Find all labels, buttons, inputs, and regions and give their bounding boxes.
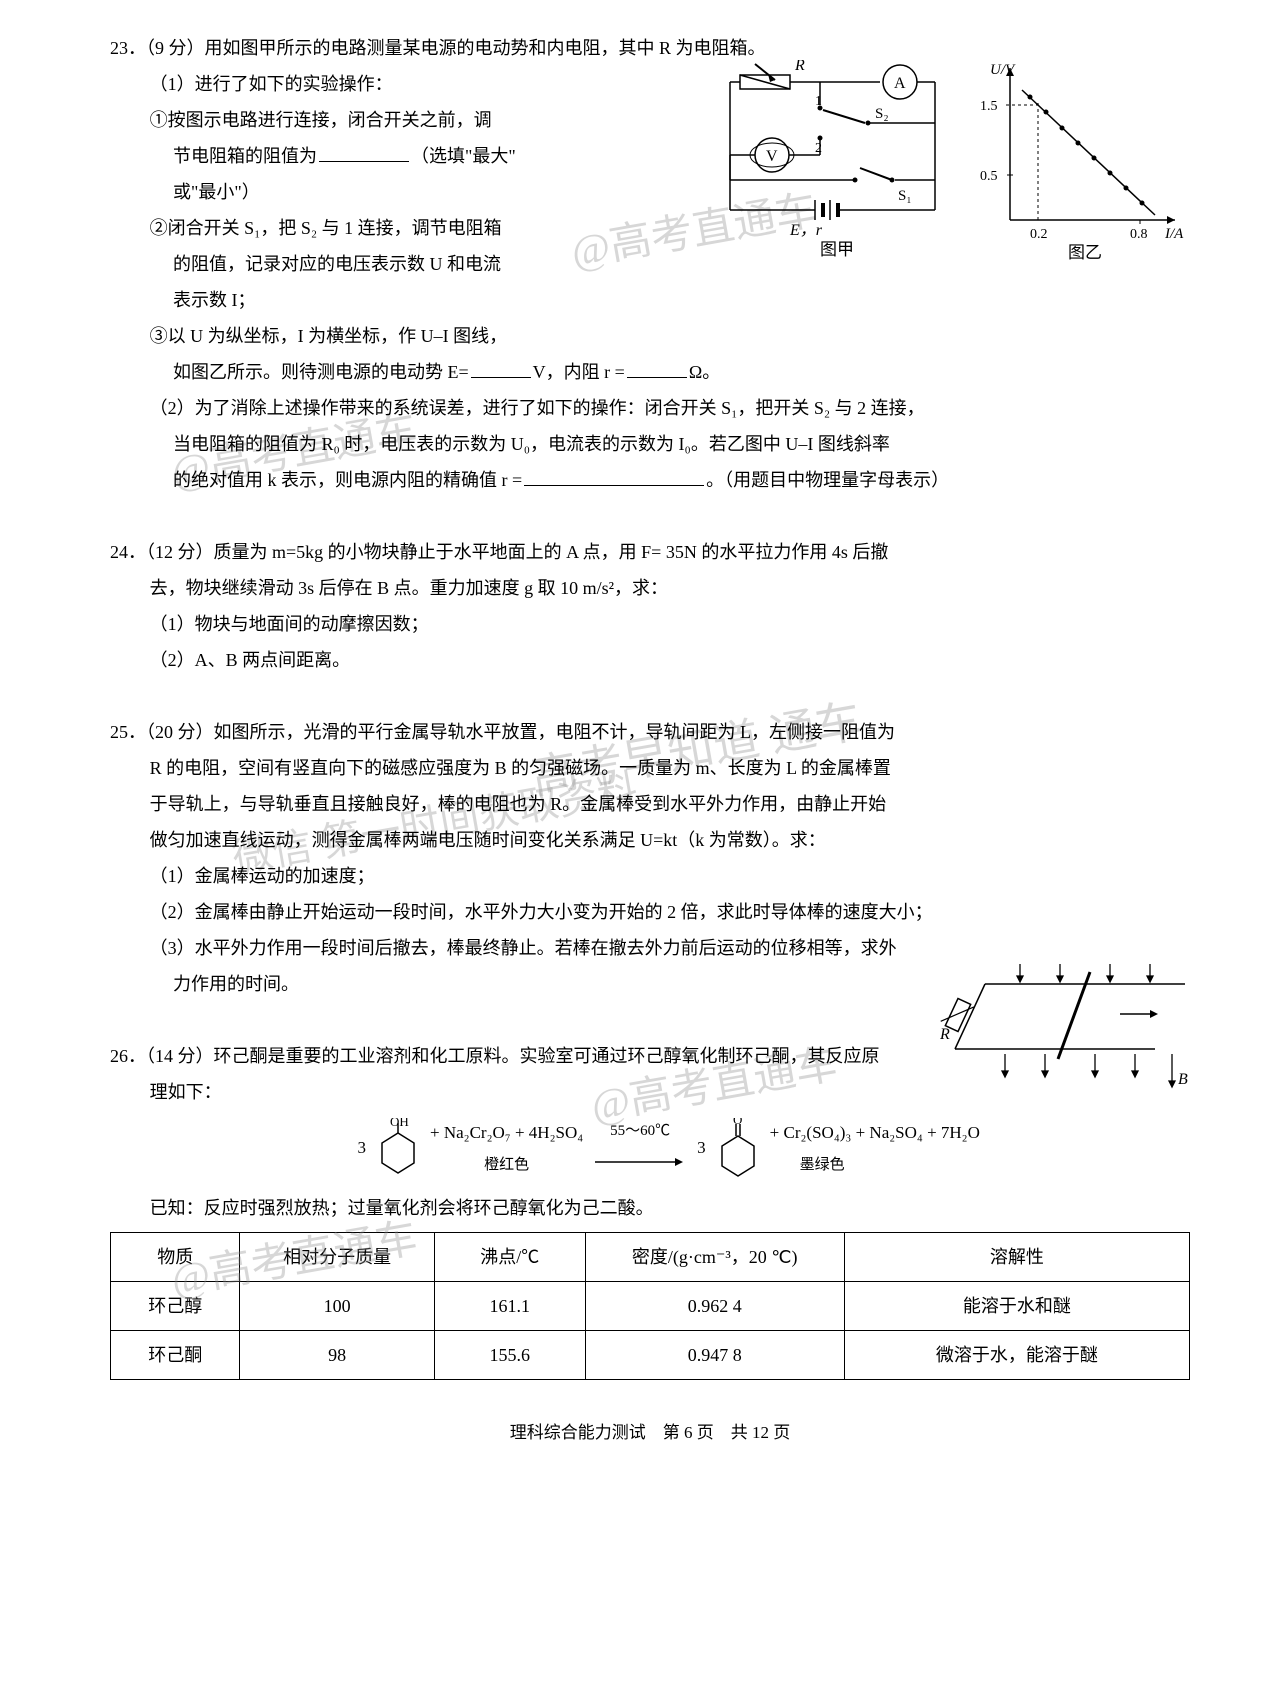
table-header: 溶解性: [844, 1233, 1189, 1282]
svg-text:0.8: 0.8: [1130, 227, 1148, 242]
svg-text:图甲: 图甲: [820, 240, 854, 259]
question-24: 24．（12 分）质量为 m=5kg 的小物块静止于水平地面上的 A 点，用 F…: [110, 534, 1190, 678]
hexagon-oh: OH: [374, 1118, 422, 1178]
svg-text:O: O: [733, 1118, 742, 1127]
table-header: 相对分子质量: [240, 1233, 434, 1282]
question-23: @高考直通车 @高考直通车 R A 1 2 S₂: [110, 30, 1190, 498]
qnum: 23．: [110, 38, 146, 58]
blank: [319, 142, 409, 162]
table-header: 物质: [111, 1233, 240, 1282]
table-header: 沸点/℃: [434, 1233, 585, 1282]
svg-text:图乙: 图乙: [1068, 243, 1102, 260]
table-row: 环己醇100161.10.962 4能溶于水和醚: [111, 1282, 1190, 1331]
table-header: 密度/(g·cm⁻³，20 ℃): [585, 1233, 844, 1282]
svg-text:V: V: [766, 148, 778, 165]
blank: [524, 466, 704, 486]
table-row: 环己酮98155.60.947 8微溶于水，能溶于醚: [111, 1331, 1190, 1380]
page-footer: 理科综合能力测试 第 6 页 共 12 页: [110, 1416, 1190, 1450]
blank: [471, 358, 531, 378]
svg-text:E，r: E，r: [789, 222, 823, 239]
svg-text:OH: OH: [390, 1118, 409, 1129]
reaction-equation: 3 OH + Na₂Cr₂O₇ + 4H₂SO₄ 橙红色 55～60℃ 3 O …: [110, 1116, 1190, 1180]
svg-text:0.2: 0.2: [1030, 227, 1048, 242]
properties-table: 物质相对分子质量沸点/℃密度/(g·cm⁻³，20 ℃)溶解性 环己醇10016…: [110, 1232, 1190, 1380]
svg-text:S₂: S₂: [875, 106, 889, 122]
question-25: 高考早知道 通车 微信 第一时间获取资料 25．（20 分）如图所示，光滑的平行…: [110, 714, 1190, 1002]
svg-text:I/A: I/A: [1164, 226, 1184, 242]
hexagon-o: O: [714, 1118, 762, 1178]
question-26: @高考直通车 26．（14 分）环己酮是重要的工业溶剂和化工原料。实验室可通过环…: [110, 1038, 1190, 1380]
blank: [627, 358, 687, 378]
svg-text:2: 2: [815, 141, 822, 156]
